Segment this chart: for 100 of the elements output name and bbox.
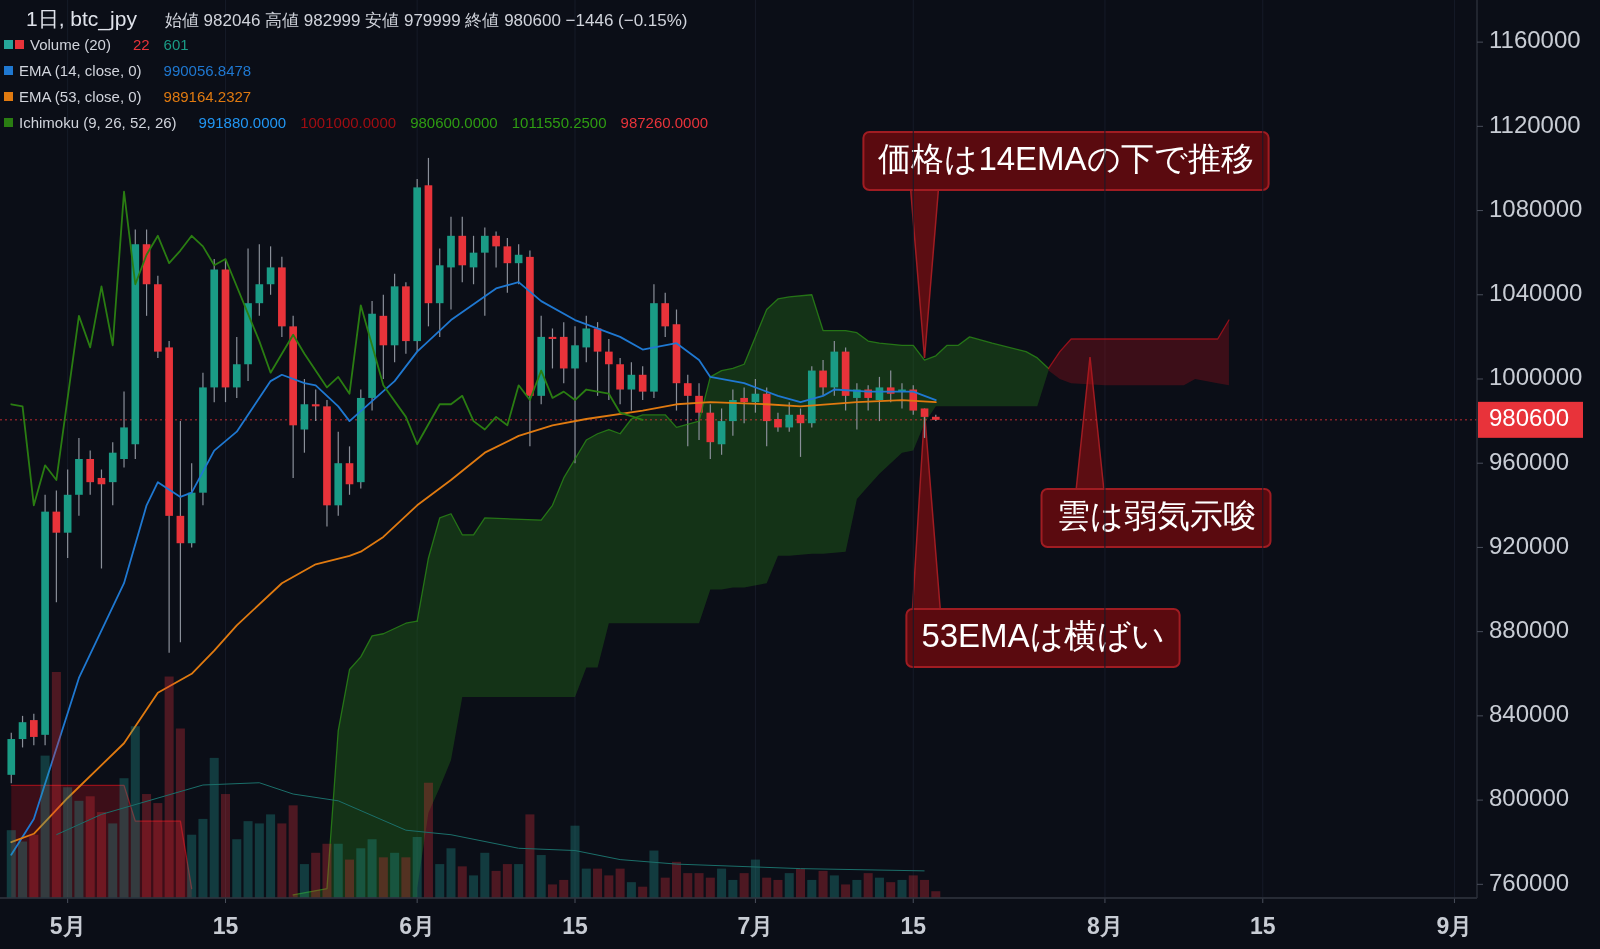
y-tick-label: 960000 bbox=[1489, 447, 1570, 475]
bar bbox=[773, 879, 783, 898]
y-tick-label: 760000 bbox=[1489, 868, 1570, 896]
candlestick bbox=[18, 715, 27, 749]
annotation: 価格は14EMAの下で推移 bbox=[878, 139, 1254, 177]
x-tick-label: 7月 bbox=[737, 913, 774, 939]
y-tick-label: 1080000 bbox=[1489, 194, 1583, 222]
bar bbox=[277, 823, 287, 898]
bar bbox=[311, 852, 321, 898]
x-tick-label: 15 bbox=[562, 913, 589, 939]
line-series bbox=[1047, 319, 1230, 370]
bar bbox=[345, 859, 355, 898]
x-tick-label: 9月 bbox=[1436, 913, 1473, 939]
bar bbox=[40, 755, 50, 898]
bar bbox=[593, 868, 603, 898]
annotation: 53EMAは横ばい bbox=[921, 616, 1165, 654]
bar bbox=[796, 868, 806, 898]
annotation: 1001000.0000 bbox=[300, 114, 397, 131]
bar bbox=[502, 864, 512, 898]
annotation: 980600.0000 bbox=[410, 114, 498, 131]
bar bbox=[85, 796, 95, 898]
bar bbox=[717, 868, 727, 898]
bar bbox=[525, 814, 535, 898]
bar bbox=[187, 834, 197, 898]
bar bbox=[29, 834, 39, 898]
bar bbox=[412, 836, 422, 898]
bar bbox=[841, 884, 851, 898]
x-tick-label: 15 bbox=[212, 913, 239, 939]
y-tick-label: 800000 bbox=[1489, 784, 1570, 812]
candlestick bbox=[266, 245, 275, 296]
bar bbox=[51, 672, 61, 898]
y-tick-label: 880000 bbox=[1489, 616, 1570, 643]
bar bbox=[694, 873, 704, 898]
bar bbox=[671, 861, 681, 898]
annotation: 601 bbox=[163, 36, 189, 53]
y-tick-label: 920000 bbox=[1489, 531, 1570, 559]
bar bbox=[660, 877, 670, 898]
annotation: 雲は弱気示唆 bbox=[1056, 496, 1256, 534]
candlestick bbox=[729, 388, 737, 437]
bar bbox=[130, 726, 140, 898]
bar bbox=[626, 882, 636, 898]
legend-label: Volume (20) bbox=[30, 36, 111, 53]
chart-title: 1日, btc_jpy bbox=[26, 7, 138, 31]
annotation: 990056.8478 bbox=[163, 62, 252, 79]
annotation: 1011550.2500 bbox=[511, 114, 607, 131]
y-tick-label: 1120000 bbox=[1489, 110, 1581, 138]
candlestick bbox=[52, 489, 61, 603]
bar bbox=[705, 877, 715, 898]
bar bbox=[649, 850, 659, 898]
y-tick-label: 840000 bbox=[1489, 700, 1570, 728]
bar bbox=[266, 814, 276, 898]
ref-line-label: 980600 bbox=[1489, 404, 1570, 432]
annotation: 991880.0000 bbox=[198, 114, 287, 131]
bar bbox=[457, 866, 467, 898]
bar bbox=[829, 875, 839, 898]
bar bbox=[18, 841, 28, 898]
bar bbox=[288, 805, 298, 898]
bar bbox=[435, 864, 445, 898]
bar bbox=[491, 870, 501, 898]
bar bbox=[818, 870, 828, 898]
annotation: 987260.0000 bbox=[620, 114, 709, 131]
bar bbox=[153, 803, 163, 898]
bar bbox=[220, 794, 231, 898]
text: 始値 982046 高値 982999 安値 979999 終値 980600 −1446 (−0.15%) bbox=[164, 11, 688, 30]
candlestick bbox=[774, 412, 782, 433]
candlestick bbox=[86, 449, 95, 496]
line-series bbox=[10, 190, 644, 507]
candlestick bbox=[480, 226, 489, 317]
candlestick bbox=[638, 365, 647, 401]
annotation: 22 bbox=[132, 36, 150, 53]
bar bbox=[604, 875, 614, 898]
bar bbox=[322, 843, 332, 898]
bar bbox=[852, 879, 862, 898]
candlestick bbox=[785, 401, 794, 433]
legend-label: EMA (14, close, 0) bbox=[19, 62, 142, 79]
bar bbox=[142, 794, 152, 898]
y-tick-label: 1160000 bbox=[1489, 26, 1581, 54]
bar bbox=[784, 873, 794, 898]
candlestick bbox=[819, 359, 827, 397]
y-tick-label: 1040000 bbox=[1489, 279, 1583, 307]
bar bbox=[232, 839, 242, 898]
bar bbox=[243, 821, 253, 898]
bar bbox=[480, 852, 490, 898]
bar bbox=[908, 875, 918, 898]
bar bbox=[119, 778, 129, 898]
x-tick-label: 15 bbox=[1249, 913, 1276, 939]
bar bbox=[378, 857, 388, 898]
bar bbox=[807, 879, 817, 898]
bar bbox=[6, 830, 16, 898]
candlestick bbox=[29, 713, 38, 746]
bar bbox=[615, 868, 625, 898]
bar bbox=[897, 879, 907, 898]
candlestick bbox=[582, 315, 591, 363]
bar bbox=[254, 823, 264, 898]
annotation: 989164.2327 bbox=[163, 88, 252, 105]
candlestick bbox=[661, 292, 670, 338]
bar bbox=[581, 868, 591, 898]
bar bbox=[108, 823, 118, 898]
bar bbox=[469, 875, 479, 898]
bar bbox=[920, 879, 930, 898]
